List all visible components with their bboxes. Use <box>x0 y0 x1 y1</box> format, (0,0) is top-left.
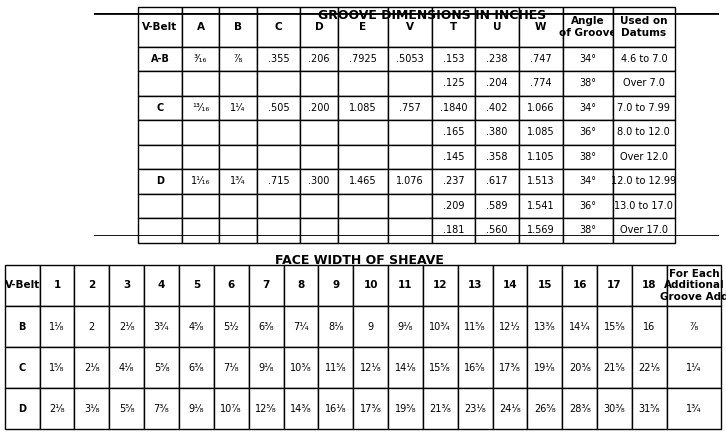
Text: GROOVE DIMENSIONS IN INCHES: GROOVE DIMENSIONS IN INCHES <box>318 9 546 22</box>
Text: FACE WIDTH OF SHEAVE: FACE WIDTH OF SHEAVE <box>275 254 444 267</box>
